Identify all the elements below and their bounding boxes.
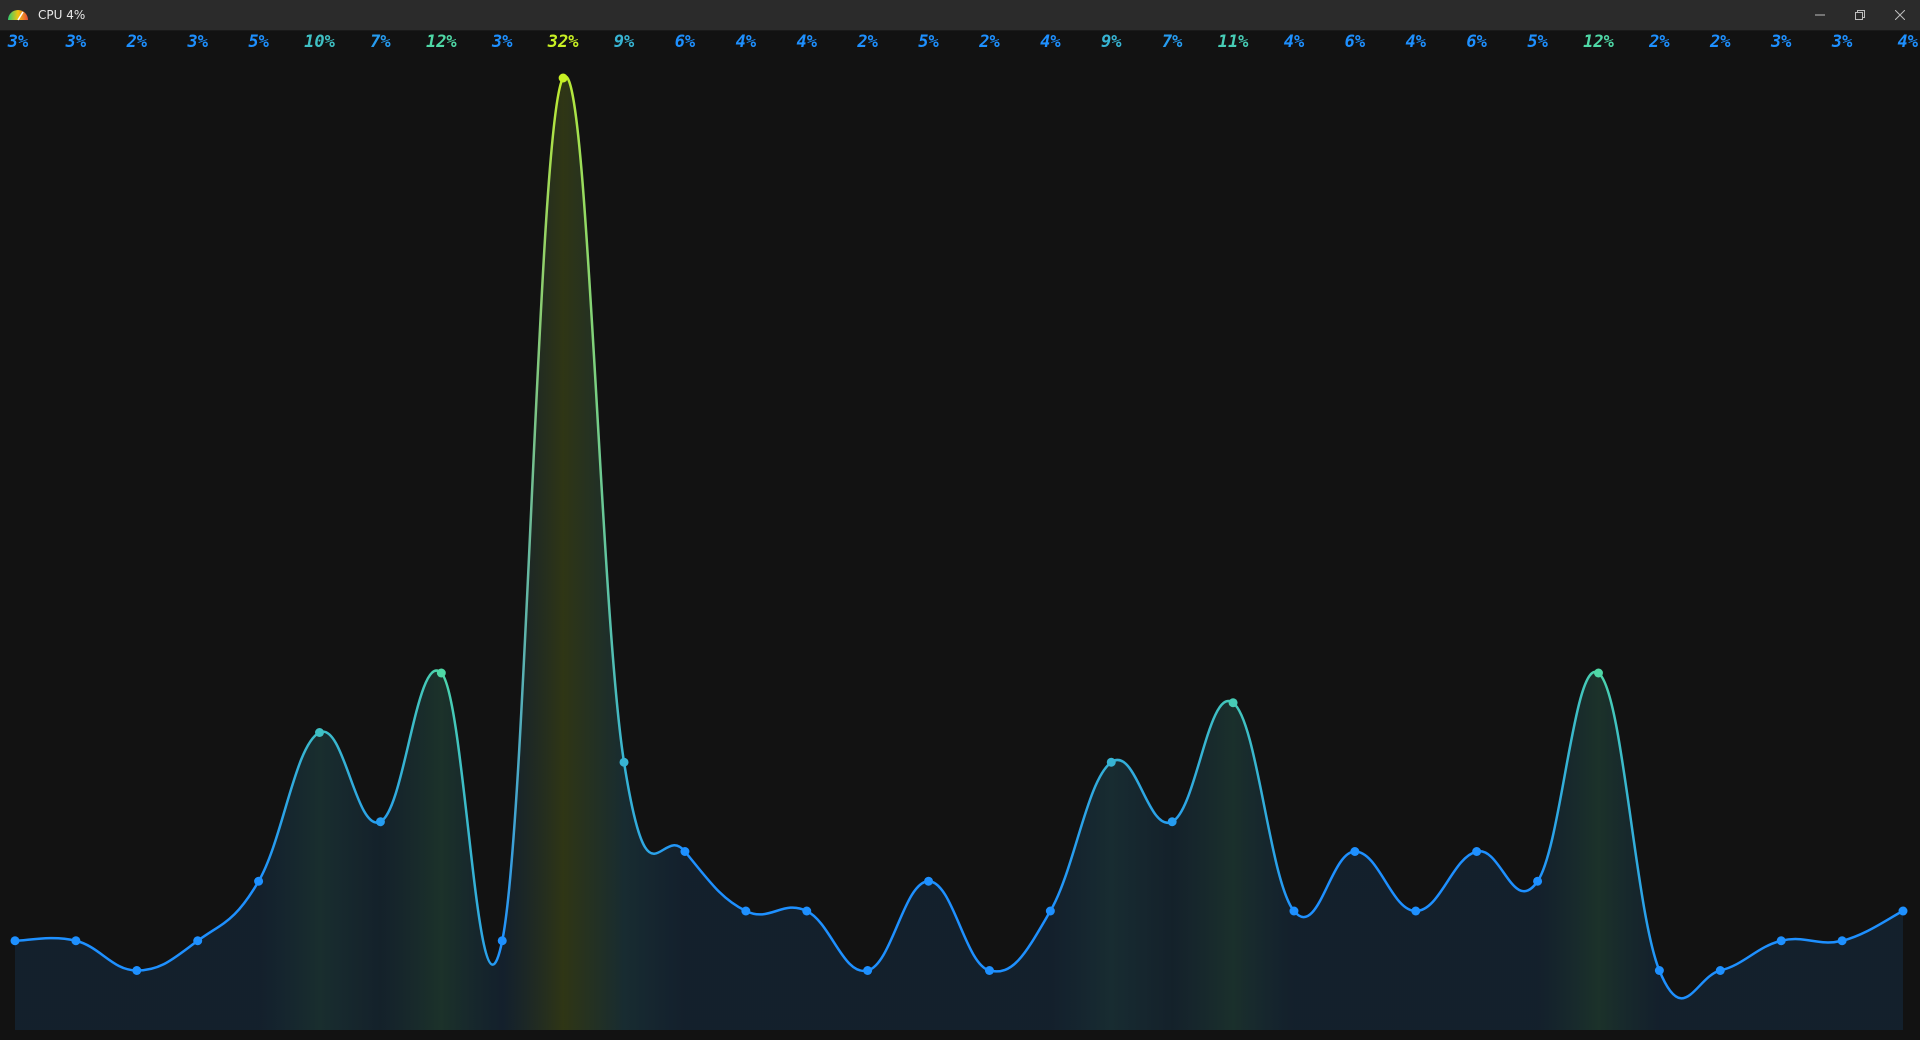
- data-point: [619, 757, 629, 767]
- data-point: [1106, 757, 1116, 767]
- value-label: 2%: [126, 32, 148, 52]
- value-label: 3%: [1770, 32, 1792, 52]
- data-point: [254, 876, 264, 886]
- data-point: [315, 728, 325, 737]
- value-label: 3%: [65, 32, 87, 52]
- maximize-button[interactable]: [1840, 0, 1880, 30]
- window-title: CPU 4%: [38, 8, 86, 22]
- value-label: 9%: [1101, 32, 1122, 52]
- data-point: [1167, 817, 1177, 827]
- data-point: [193, 936, 203, 946]
- minimize-button[interactable]: [1800, 0, 1840, 30]
- cpu-usage-line: [14, 75, 1904, 1000]
- data-point: [1289, 906, 1299, 916]
- value-label: 6%: [1466, 32, 1487, 52]
- data-point: [132, 966, 142, 975]
- data-point: [680, 847, 690, 856]
- close-icon: [1895, 10, 1905, 20]
- cpu-usage-chart: 3% 3% 2% 3% 5% 10% 7% 12% 3% 32% 9% 6% 4% 4% 2% 5% 2% 4% 9…: [7, 32, 1919, 1031]
- value-label: 3%: [186, 32, 208, 52]
- value-label: 2%: [1648, 32, 1670, 52]
- value-label: 3%: [7, 32, 29, 52]
- data-point: [1837, 936, 1847, 946]
- value-label: 9%: [614, 32, 635, 52]
- value-label: 7%: [370, 32, 391, 52]
- data-point: [1533, 876, 1543, 886]
- value-label: 4%: [736, 32, 757, 52]
- data-point: [1411, 906, 1421, 916]
- value-label: 5%: [918, 32, 939, 52]
- data-point: [1654, 966, 1664, 975]
- value-label: 3%: [491, 32, 513, 52]
- value-label: 6%: [1345, 32, 1366, 52]
- value-label: 12%: [426, 32, 457, 52]
- data-point: [375, 817, 385, 827]
- data-point: [1350, 847, 1360, 856]
- value-label: 11%: [1218, 32, 1249, 52]
- value-label: 12%: [1583, 32, 1614, 52]
- data-point: [10, 936, 20, 946]
- data-point: [863, 966, 873, 975]
- minimize-icon: [1815, 14, 1825, 16]
- data-point: [558, 73, 568, 83]
- data-point: [741, 906, 751, 916]
- value-label: 4%: [1040, 32, 1061, 52]
- data-point: [71, 936, 81, 946]
- data-point: [1228, 698, 1238, 708]
- data-point: [497, 936, 507, 946]
- value-label: 32%: [547, 32, 579, 52]
- value-label: 4%: [1284, 32, 1305, 52]
- data-point: [1593, 668, 1603, 678]
- data-point: [924, 876, 934, 886]
- value-label: 6%: [675, 32, 696, 52]
- value-label: 4%: [1406, 32, 1427, 52]
- cpu-usage-area: [15, 76, 1903, 1031]
- value-label: 10%: [304, 32, 335, 52]
- value-label: 5%: [1527, 32, 1548, 52]
- title-bar: CPU 4%: [0, 0, 1920, 31]
- data-point: [436, 668, 446, 678]
- data-point: [802, 906, 812, 916]
- value-label: 2%: [978, 32, 1000, 52]
- value-label: 4%: [1898, 32, 1919, 52]
- value-label: 3%: [1831, 32, 1853, 52]
- close-button[interactable]: [1880, 0, 1920, 30]
- data-point: [1472, 847, 1482, 856]
- value-label: 2%: [856, 32, 878, 52]
- data-point: [1898, 906, 1908, 916]
- gauge-icon: [8, 10, 28, 21]
- data-point: [984, 966, 994, 975]
- value-label: 4%: [796, 32, 817, 52]
- value-label: 2%: [1709, 32, 1731, 52]
- value-label: 7%: [1162, 32, 1183, 52]
- data-point: [1045, 906, 1055, 916]
- restore-icon: [1855, 10, 1865, 20]
- value-label: 5%: [248, 32, 269, 52]
- data-point: [1776, 936, 1786, 946]
- data-point: [1715, 966, 1725, 975]
